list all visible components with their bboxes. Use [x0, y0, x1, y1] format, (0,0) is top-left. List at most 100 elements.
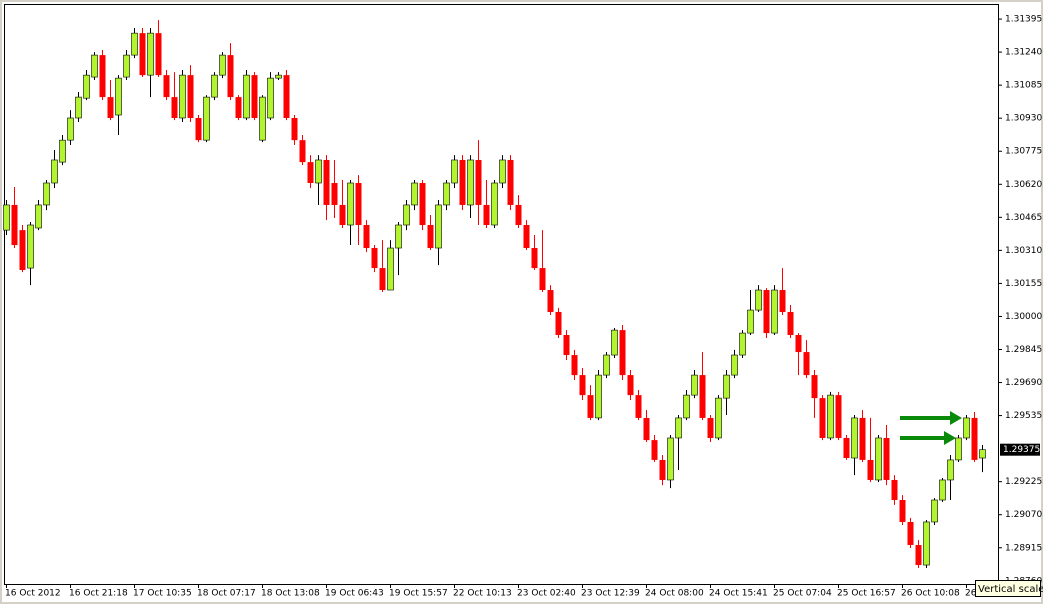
bull-candle-body [115, 77, 122, 116]
bear-candle-body [251, 75, 258, 118]
y-tick-label: 1.30930 [1005, 114, 1042, 124]
bull-candle-body [955, 437, 962, 461]
bull-candle-body [755, 289, 762, 311]
y-tick-label: 1.29535 [1005, 411, 1042, 421]
bear-candle-body [331, 183, 338, 205]
bull-candle-body [939, 479, 946, 501]
bear-candle-body [323, 159, 330, 205]
bear-candle-body [163, 75, 170, 98]
y-tick-label: 1.30000 [1005, 312, 1042, 322]
bull-candle-body [723, 374, 730, 399]
bear-candle-body [355, 183, 362, 226]
bull-candle-body [691, 374, 698, 396]
bear-candle-body [235, 97, 242, 118]
x-tick-label: 22 Oct 10:13 [453, 589, 512, 599]
bear-candle-body [171, 97, 178, 118]
bull-candle-body [667, 437, 674, 481]
bear-candle-body [707, 417, 714, 438]
bull-candle-body [611, 329, 618, 356]
x-tick-label: 24 Oct 15:41 [709, 589, 768, 599]
bull-candle-body [435, 204, 442, 249]
arrows [900, 411, 962, 445]
bull-candle-body [51, 159, 58, 184]
bear-candle-body [915, 544, 922, 566]
y-tick-label: 1.30155 [1005, 279, 1042, 289]
bear-candle-body [523, 225, 530, 249]
bear-candle-body [555, 311, 562, 336]
bull-candle-body [715, 397, 722, 439]
tooltip-text: Vertical scale [978, 584, 1043, 595]
bull-candle-body [387, 247, 394, 291]
bear-candle-body [299, 140, 306, 163]
bear-candle-body [971, 417, 978, 460]
bear-candle-body [563, 335, 570, 356]
y-tick-label: 1.31240 [1005, 48, 1042, 58]
x-tick-label: 17 Oct 10:35 [133, 589, 192, 599]
bear-candle-body [699, 375, 706, 418]
bull-candle-body [739, 332, 746, 356]
arrow-head [950, 411, 962, 425]
bear-candle-body [891, 479, 898, 501]
bear-candle-body [307, 162, 314, 184]
bear-candle-body [907, 521, 914, 545]
tooltip-box [975, 580, 1041, 597]
bear-candle-body [483, 204, 490, 226]
bear-candle-body [843, 437, 850, 459]
bull-candle-body [603, 354, 610, 376]
bull-candle-body [67, 117, 74, 141]
bull-candle-body [451, 159, 458, 184]
bear-candle-body [379, 268, 386, 291]
y-tick-label: 1.30310 [1005, 246, 1042, 256]
y-tick-label: 1.31085 [1005, 81, 1042, 91]
bear-candle-body [795, 335, 802, 353]
bull-candle-body [147, 32, 154, 76]
bull-candle-body [75, 96, 82, 119]
bear-candle-body [819, 398, 826, 438]
bull-candle-body [123, 54, 130, 78]
x-tick-label: 16 Oct 2012 [5, 589, 61, 599]
bull-candle-body [3, 204, 10, 231]
bear-candle-body [787, 311, 794, 336]
bull-candle-body [275, 74, 282, 79]
x-tick-label: 19 Oct 15:57 [389, 589, 448, 599]
bear-candle-body [155, 33, 162, 76]
bear-candle-body [803, 352, 810, 376]
bull-candle-body [131, 32, 138, 56]
bear-candle-body [515, 204, 522, 226]
bear-candle-body [11, 204, 18, 246]
bear-candle-body [571, 355, 578, 376]
y-tick-label: 1.31395 [1005, 15, 1042, 25]
y-tick-label: 1.29690 [1005, 378, 1042, 388]
bear-candle-body [835, 395, 842, 438]
current-price-box [1000, 443, 1040, 456]
bull-candle-body [203, 96, 210, 141]
bull-candle-body [179, 74, 186, 119]
bull-candle-body [411, 182, 418, 206]
bear-candle-body [187, 75, 194, 118]
bear-candle-body [459, 159, 466, 205]
bull-candle-body [243, 74, 250, 119]
bear-candle-body [859, 417, 866, 460]
bull-candle-body [403, 204, 410, 226]
x-tick-label: 26 Oct 10:08 [901, 589, 960, 599]
bear-candle-body [427, 225, 434, 249]
bull-candle-body [395, 224, 402, 249]
bear-candle-body [539, 268, 546, 291]
bear-candle-body [227, 55, 234, 98]
bull-candle-body [83, 74, 90, 99]
bull-candle-body [211, 74, 218, 98]
bull-candle-body [947, 459, 954, 481]
x-tick-label: 16 Oct 21:18 [69, 589, 128, 599]
bear-candle-body [475, 159, 482, 205]
bull-candle-body [675, 417, 682, 439]
bear-candle-body [659, 459, 666, 480]
bear-candle-body [651, 440, 658, 460]
bear-candle-body [371, 248, 378, 269]
y-tick-label: 1.29225 [1005, 477, 1042, 487]
x-tick-label: 26 [965, 589, 977, 599]
bull-candle-body [43, 182, 50, 206]
bear-candle-body [763, 290, 770, 334]
